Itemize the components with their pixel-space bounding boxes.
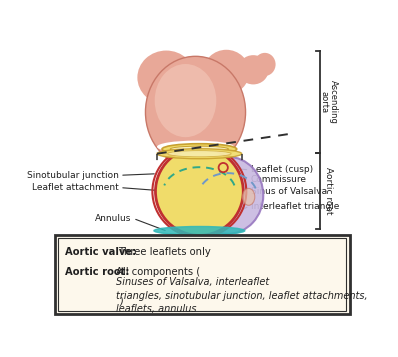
- Ellipse shape: [170, 146, 228, 152]
- Ellipse shape: [162, 144, 237, 155]
- Ellipse shape: [238, 55, 269, 84]
- Text: Three leaflets only: Three leaflets only: [119, 247, 211, 257]
- FancyBboxPatch shape: [55, 235, 349, 314]
- Text: Aortic root:: Aortic root:: [64, 267, 129, 277]
- Ellipse shape: [155, 64, 216, 137]
- Ellipse shape: [203, 50, 250, 95]
- Text: Leaflet attachment: Leaflet attachment: [32, 183, 119, 192]
- Ellipse shape: [254, 53, 275, 76]
- Ellipse shape: [145, 56, 246, 168]
- Text: Annulus: Annulus: [95, 214, 132, 223]
- Text: Sinus of Valsalva: Sinus of Valsalva: [251, 187, 327, 196]
- Text: Leaflet (cusp): Leaflet (cusp): [251, 165, 313, 174]
- Ellipse shape: [219, 163, 228, 172]
- Ellipse shape: [242, 188, 255, 205]
- Ellipse shape: [168, 151, 231, 157]
- Ellipse shape: [154, 226, 245, 235]
- Text: Interleaflet triangle: Interleaflet triangle: [251, 202, 339, 211]
- Text: Sinuses of Valsalva, interleaflet
triangles, sinotubular junction, leaflet attac: Sinuses of Valsalva, interleaflet triang…: [116, 277, 368, 314]
- Text: Sinotubular junction: Sinotubular junction: [27, 171, 119, 180]
- Text: Commissure: Commissure: [251, 175, 307, 185]
- Ellipse shape: [157, 141, 234, 153]
- Text: ): ): [120, 297, 124, 307]
- Text: Ascending
aorta: Ascending aorta: [319, 80, 338, 124]
- Text: Aortic valve:: Aortic valve:: [64, 247, 136, 257]
- Text: All components (: All components (: [116, 267, 200, 277]
- Text: Aortic root: Aortic root: [324, 167, 333, 215]
- Ellipse shape: [156, 147, 243, 235]
- Ellipse shape: [157, 149, 242, 159]
- Ellipse shape: [192, 157, 263, 234]
- Ellipse shape: [137, 51, 195, 105]
